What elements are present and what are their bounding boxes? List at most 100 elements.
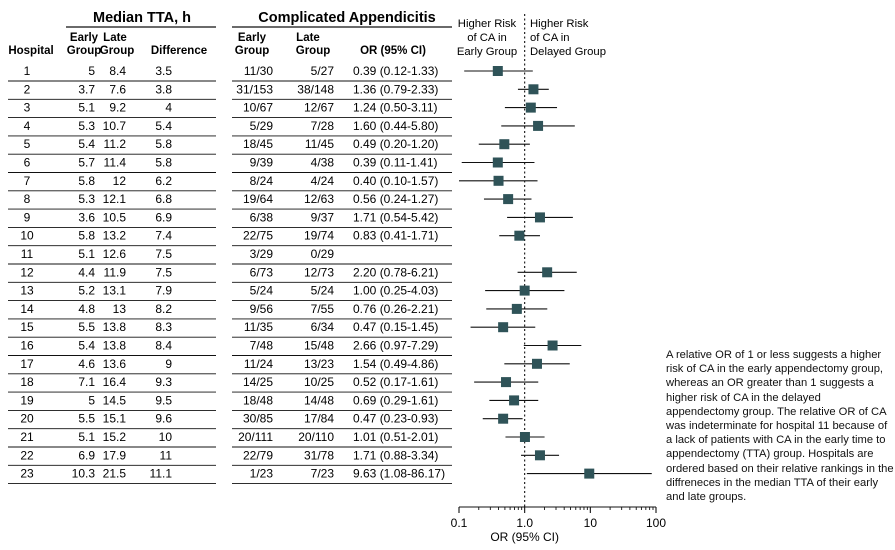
x-axis: OR (95% CI) 0.1 1.0 10 100 [451,506,666,544]
table-row: 1 5 8.4 3.5 11/30 5/27 0.39 (0.12-1.33) [8,64,452,82]
or-point [533,120,544,131]
or-point [584,468,595,479]
col-ca-early-l2: Group [235,45,270,57]
cell-difference: 7.5 [155,265,172,279]
cell-early-tta: 5.4 [78,137,95,151]
cell-early-tta: 5.1 [78,430,95,444]
cell-or-ci: 9.63 (1.08-86.17) [353,467,445,481]
cell-ca-late: 5/24 [311,284,335,298]
cell-hospital: 16 [20,339,34,353]
cell-ca-late: 12/73 [304,265,334,279]
or-point [547,340,558,351]
cell-difference: 9.5 [155,393,172,407]
cell-or-ci: 0.39 (0.12-1.33) [353,64,438,78]
forest-plot: OR (95% CI) 0.1 1.0 10 100 [451,14,666,544]
cell-difference: 5.8 [155,137,172,151]
cell-early-tta: 3.6 [78,210,95,224]
x-tick-label: 0.1 [451,516,468,530]
table-row: 3 5.1 9.2 4 10/67 12/67 1.24 (0.50-3.11) [8,101,452,119]
col-ca-early-l1: Early [238,32,267,44]
cell-late-tta: 15.2 [103,430,127,444]
cell-ca-late: 7/55 [311,302,335,316]
cell-or-ci: 1.36 (0.79-2.33) [353,82,438,96]
or-point [514,230,525,241]
table-rows: 1 5 8.4 3.5 11/30 5/27 0.39 (0.12-1.33)2 3.7 7.6… [8,64,452,485]
cell-or-ci: 2.66 (0.97-7.29) [353,339,438,353]
or-point [519,432,530,442]
x-tick-label: 100 [646,516,666,530]
cell-ca-early: 9/56 [250,302,274,316]
cell-hospital: 18 [20,375,34,389]
cell-or-ci: 0.69 (0.29-1.61) [353,393,438,407]
cell-hospital: 20 [20,412,34,426]
col-late-l2: Group [100,45,135,57]
cell-late-tta: 12.1 [103,192,127,206]
cell-late-tta: 12 [113,174,127,188]
cell-early-tta: 3.7 [78,82,95,96]
cell-or-ci: 0.56 (0.24-1.27) [353,192,438,206]
cell-hospital: 21 [20,430,34,444]
cell-ca-early: 7/48 [250,339,274,353]
plot-right-header-l1: Higher Risk [530,18,589,30]
cell-hospital: 15 [20,320,34,334]
cell-ca-early: 19/64 [243,192,273,206]
cell-difference: 9.6 [155,412,172,426]
col-ca-late-l1: Late [296,32,320,44]
cell-difference: 5.4 [155,119,172,133]
cell-early-tta: 5.8 [78,229,95,243]
cell-late-tta: 10.7 [103,119,127,133]
cell-late-tta: 13.1 [103,284,127,298]
cell-hospital: 8 [24,192,31,206]
or-point [509,395,520,406]
cell-difference: 8.3 [155,320,172,334]
cell-ca-late: 5/27 [311,64,335,78]
cell-late-tta: 21.5 [103,467,127,481]
cell-difference: 9 [165,357,172,371]
cell-ca-late: 38/148 [297,82,334,96]
cell-ca-early: 18/45 [243,137,273,151]
table-row: 22 6.9 17.9 11 22/79 31/78 1.71 (0.88-3.34) [8,448,452,466]
cell-ca-early: 11/24 [244,357,273,371]
cell-ca-late: 12/63 [304,192,334,206]
table-row: 11 5.1 12.6 7.5 3/29 0/29 [8,247,452,265]
cell-late-tta: 13.2 [103,229,127,243]
cell-hospital: 4 [24,119,31,133]
cell-hospital: 23 [20,467,34,481]
table-row: 8 5.3 12.1 6.8 19/64 12/63 0.56 (0.24-1.27) [8,192,452,210]
cell-ca-late: 7/23 [311,467,335,481]
cell-late-tta: 16.4 [103,375,127,389]
cell-early-tta: 4.4 [78,265,95,279]
cell-early-tta: 5.7 [78,156,95,170]
cell-early-tta: 5.5 [78,320,95,334]
cell-hospital: 19 [20,393,34,407]
x-axis-label: OR (95% CI) [490,530,559,544]
cell-ca-early: 18/48 [243,393,273,407]
cell-ca-late: 17/84 [304,412,334,426]
cell-ca-early: 20/111 [238,430,273,444]
cell-hospital: 5 [24,137,31,151]
cell-late-tta: 15.1 [103,412,127,426]
or-point [534,450,545,461]
or-point [542,267,553,278]
cell-late-tta: 9.2 [109,101,126,115]
or-point [511,303,522,314]
cell-late-tta: 11.9 [104,265,127,279]
cell-early-tta: 5.3 [78,192,95,206]
cell-ca-early: 22/75 [243,229,273,243]
table-row: 20 5.5 15.1 9.6 30/85 17/84 0.47 (0.23-0.93) [8,412,452,430]
cell-hospital: 12 [20,265,34,279]
plot-left-header-l1: Higher Risk [458,18,517,30]
table-row: 7 5.8 12 6.2 8/24 4/24 0.40 (0.10-1.57) [8,174,452,192]
cell-hospital: 3 [24,101,31,115]
cell-ca-early: 6/38 [250,210,274,224]
cell-hospital: 7 [24,174,31,188]
cell-late-tta: 17.9 [103,448,127,462]
cell-late-tta: 13.6 [103,357,127,371]
cell-hospital: 14 [20,302,34,316]
x-tick-label: 10 [584,516,598,530]
cell-ca-late: 13/23 [304,357,334,371]
cell-early-tta: 6.9 [78,448,95,462]
table-row: 14 4.8 13 8.2 9/56 7/55 0.76 (0.26-2.21) [8,302,452,320]
cell-or-ci: 1.60 (0.44-5.80) [353,119,438,133]
cell-ca-early: 3/29 [250,247,274,261]
